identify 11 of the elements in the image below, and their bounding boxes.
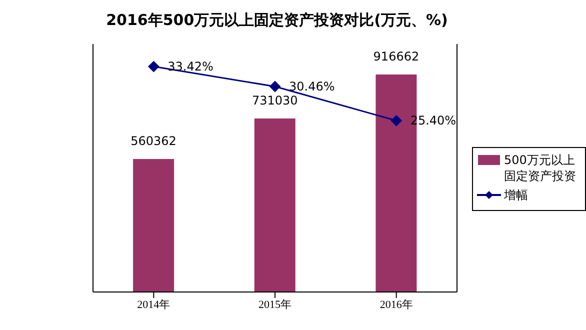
data-label: 916662: [373, 49, 420, 64]
data-label: 33.42%: [168, 60, 214, 74]
legend-label: 500万元以上固定资产投资: [504, 152, 577, 184]
data-label: 30.46%: [289, 80, 335, 94]
x-tick-label: 2015年: [258, 298, 292, 311]
x-tick-label: 2016年: [380, 298, 413, 311]
chart-title: 2016年500万元以上固定资产投资对比(万元、%): [105, 10, 449, 31]
data-label: 560362: [130, 134, 176, 148]
legend-label: 增幅: [504, 187, 528, 203]
data-label: 731030: [252, 94, 298, 108]
x-tick-label: 2014年: [137, 298, 170, 311]
